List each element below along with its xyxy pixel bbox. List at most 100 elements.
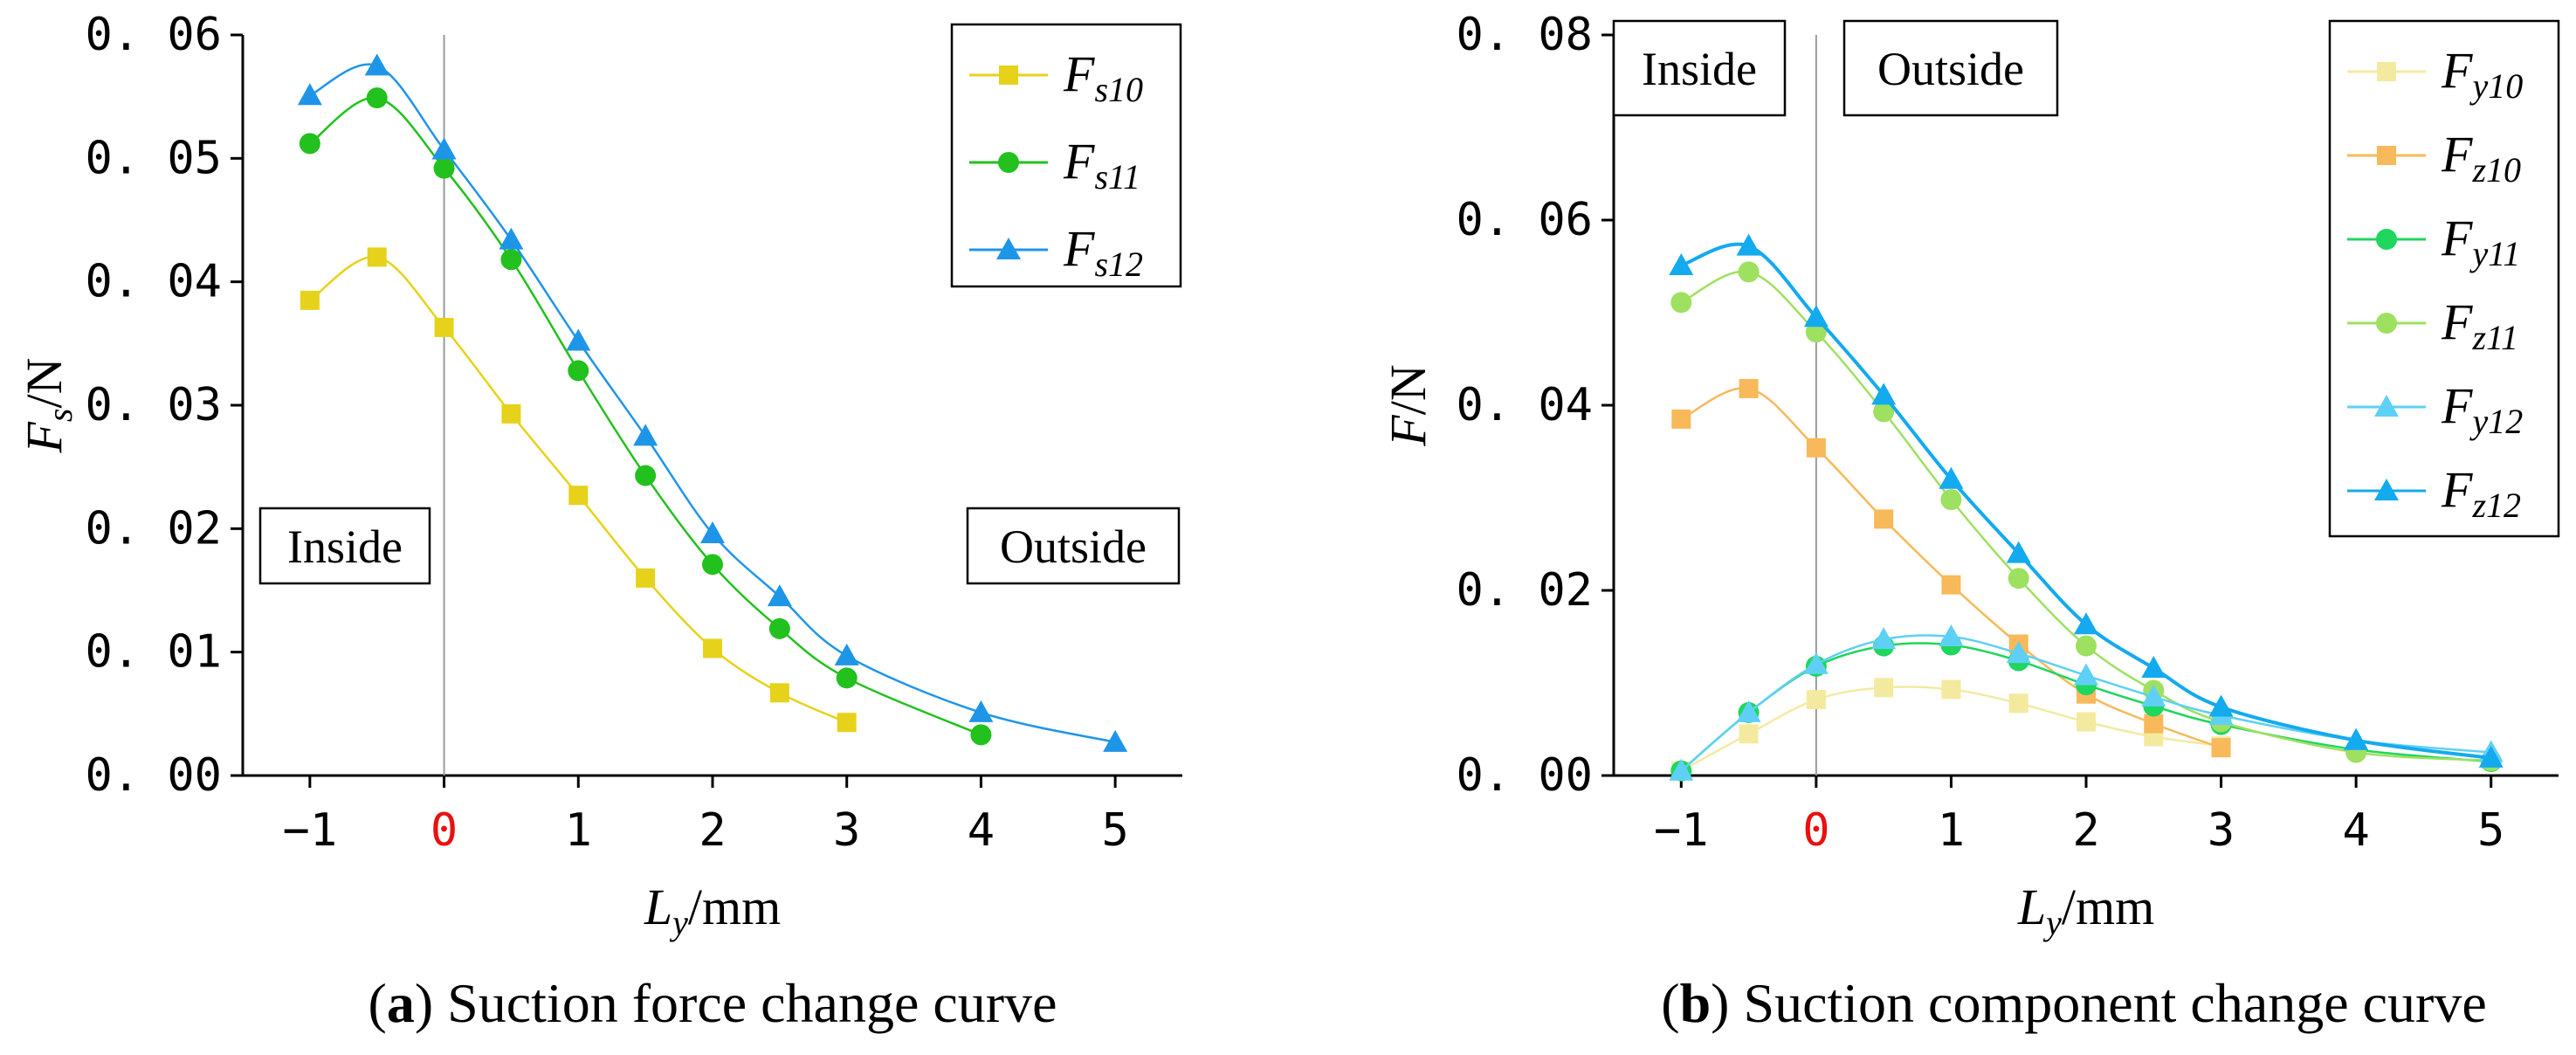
- data-point-s12: [297, 83, 322, 106]
- x-tick-label: −1: [283, 804, 338, 857]
- y-axis-label-unit: /N: [16, 357, 72, 408]
- legend-marker-y10: [2377, 62, 2396, 81]
- caption-text: Suction component change curve: [1743, 972, 2486, 1034]
- y-tick-label: 0. 06: [1456, 194, 1593, 246]
- data-point-z12: [1871, 383, 1897, 405]
- legend-symbol: F: [2441, 210, 2473, 266]
- data-point-z12: [2006, 541, 2031, 563]
- x-axis-label-unit: /mm: [688, 879, 781, 935]
- data-point-s10: [568, 486, 589, 506]
- data-point-z12: [1669, 252, 1694, 275]
- legend-subscript: z11: [2471, 318, 2518, 357]
- data-point-s10: [769, 683, 789, 703]
- data-point-y12: [1939, 624, 1964, 646]
- data-point-s11: [433, 157, 455, 179]
- data-point-z12: [2208, 694, 2234, 717]
- data-point-z12: [2141, 656, 2166, 679]
- legend-subscript: z12: [2471, 486, 2521, 525]
- data-point-s10: [501, 403, 521, 424]
- y-axis-label-symbol: F: [16, 422, 72, 454]
- legend-entry-y12: Fy12: [2441, 377, 2523, 441]
- data-point-y10: [1739, 724, 1759, 744]
- data-point-y12: [2074, 663, 2098, 686]
- x-tick-label: 1: [1938, 804, 1965, 857]
- data-point-s12: [968, 700, 994, 722]
- x-tick-label: 3: [833, 804, 860, 857]
- data-point-z12: [2074, 612, 2098, 635]
- data-point-s12: [834, 643, 859, 665]
- y-tick-label: 0. 00: [1456, 749, 1593, 802]
- data-point-y12: [2006, 641, 2031, 664]
- legend-entry-z11: Fz11: [2441, 293, 2518, 357]
- y-tick-label: 0. 06: [85, 9, 222, 61]
- data-point-z10: [1739, 378, 1759, 398]
- legend-symbol: F: [2441, 377, 2473, 434]
- y-tick-label: 0. 04: [85, 256, 222, 308]
- legend-subscript: s10: [1094, 70, 1143, 109]
- data-point-s11: [768, 617, 790, 639]
- data-point-s12: [633, 424, 658, 446]
- caption-close-paren: ): [1711, 972, 1743, 1034]
- legend-subscript: y11: [2469, 234, 2520, 273]
- x-axis-label-symbol: L: [2017, 879, 2046, 935]
- panel-b-suction-component-chart: 0. 000. 020. 040. 060. 08−1 0 1 2 3 4 5Ly/mmF/…: [1380, 9, 2560, 1034]
- legend-entry-z12: Fz12: [2441, 461, 2521, 525]
- data-point-z10: [1941, 575, 1961, 595]
- legend-subscript: y12: [2469, 402, 2523, 441]
- region-left-box: [258, 507, 431, 585]
- legend-symbol: F: [2441, 126, 2473, 183]
- legend-subscript: s12: [1094, 245, 1143, 284]
- data-point-y10: [2008, 693, 2028, 714]
- y-tick-label: 0. 04: [1456, 379, 1593, 431]
- data-point-z12: [2344, 727, 2369, 750]
- data-point-s11: [836, 667, 858, 689]
- x-axis-label: Ly/mm: [644, 879, 781, 942]
- region-left-label: Inside: [287, 521, 403, 573]
- caption-close-paren: ): [415, 972, 447, 1034]
- region-right-box: [966, 507, 1181, 585]
- legend-symbol: F: [1063, 220, 1095, 277]
- data-point-z11: [2008, 568, 2029, 590]
- data-point-z10: [1806, 438, 1826, 458]
- data-point-s12: [566, 328, 591, 351]
- legend-subscript: z10: [2471, 150, 2521, 190]
- series-line-s11: [309, 96, 981, 736]
- data-point-y10: [1806, 690, 1826, 710]
- data-point-z11: [1873, 401, 1895, 423]
- y-axis-label-subscript: s: [40, 408, 79, 422]
- legend-subscript: s11: [1094, 157, 1140, 197]
- data-point-s10: [703, 638, 722, 659]
- x-tick-label: −1: [1654, 804, 1709, 857]
- data-point-z12: [1939, 466, 1964, 489]
- legend-entry-y10: Fy10: [2441, 42, 2523, 106]
- legend-subscript: y10: [2469, 66, 2523, 106]
- legend-symbol: F: [2441, 293, 2473, 350]
- region-right-label: Outside: [1877, 43, 2024, 95]
- data-point-s11: [970, 724, 992, 746]
- data-point-z10: [1874, 509, 1894, 529]
- legend-entry-z10: Fz10: [2441, 126, 2521, 190]
- data-point-s10: [434, 317, 454, 337]
- data-point-z12: [1803, 305, 1829, 328]
- x-tick-label: 4: [2342, 804, 2369, 857]
- data-point-s12: [431, 137, 457, 160]
- caption-open-paren: (: [1661, 972, 1679, 1034]
- legend-entry-s11: Fs11: [1063, 133, 1140, 197]
- data-point-z10: [2144, 714, 2164, 734]
- x-tick-label: 2: [2072, 804, 2099, 857]
- legend-marker-z12: [2374, 479, 2399, 500]
- y-axis-label-symbol: F: [1380, 415, 1436, 447]
- data-point-y10: [1874, 678, 1894, 698]
- data-point-z12: [2478, 745, 2504, 768]
- legend-box: [2328, 19, 2560, 538]
- x-tick-label: 5: [1101, 804, 1128, 857]
- x-tick-label: 2: [699, 804, 726, 857]
- caption-label: a: [387, 972, 415, 1034]
- legend-marker-s11: [998, 152, 1019, 173]
- y-axis-label-unit: /N: [1380, 364, 1436, 415]
- data-point-s11: [366, 87, 388, 109]
- legend-marker-y12: [2374, 395, 2399, 417]
- caption-label: b: [1680, 972, 1712, 1034]
- data-point-z11: [1738, 261, 1760, 283]
